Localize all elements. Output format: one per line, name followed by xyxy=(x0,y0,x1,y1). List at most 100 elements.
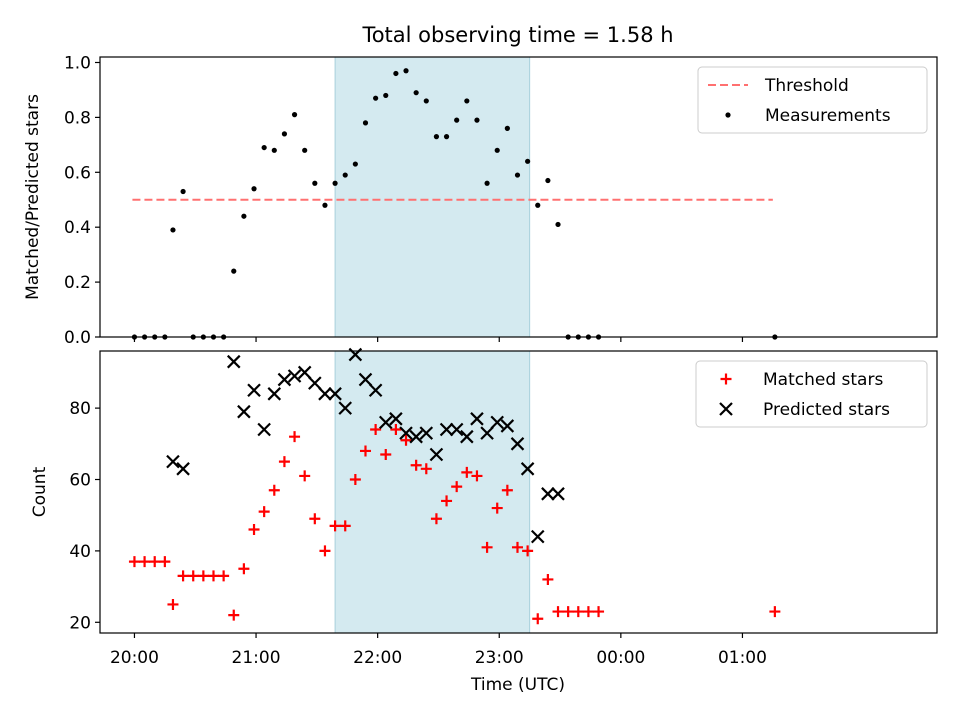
count-legend: Matched stars Predicted stars xyxy=(695,360,928,428)
matched-stars-point xyxy=(420,463,432,475)
matched-stars-point xyxy=(552,606,564,618)
matched-stars-point xyxy=(481,541,493,553)
measurements-point xyxy=(281,131,288,137)
predicted-stars-point xyxy=(247,383,261,398)
measurements-point xyxy=(302,147,308,153)
matched-stars-point xyxy=(197,570,209,582)
observing-window-top xyxy=(334,56,531,338)
measurements-point xyxy=(494,147,500,153)
matched-stars-point xyxy=(471,470,483,482)
matched-stars-point xyxy=(511,541,523,553)
measurements-point xyxy=(413,90,419,96)
matched-stars-point xyxy=(187,570,199,582)
predicted-stars-point xyxy=(176,462,190,476)
measurements-point xyxy=(180,188,186,195)
matched-stars-point xyxy=(329,520,341,532)
matched-stars-point xyxy=(238,563,250,575)
measurements-point xyxy=(342,172,348,178)
measurements-point xyxy=(322,202,328,208)
measurements-point xyxy=(504,125,510,131)
matched-stars-point xyxy=(167,598,179,610)
y-tick-label: 0.4 xyxy=(64,218,91,238)
measurements-point xyxy=(170,227,176,233)
legend-marker-measurements xyxy=(725,112,731,118)
measurements-point xyxy=(251,186,257,192)
y-tick-label: 40 xyxy=(69,542,91,562)
matched-stars-point xyxy=(177,570,189,582)
measurements-point xyxy=(231,268,237,274)
matched-stars-point xyxy=(349,474,361,486)
count-axes-frame xyxy=(99,350,938,634)
predicted-stars-point xyxy=(378,415,393,430)
predicted-stars-point xyxy=(419,426,434,440)
predicted-stars-point xyxy=(297,365,312,380)
measurements-point xyxy=(433,134,440,140)
predicted-stars-point xyxy=(368,383,383,398)
legend-label-measurements: Measurements xyxy=(765,106,891,126)
measurements-point xyxy=(241,213,247,219)
legend-box xyxy=(697,66,928,134)
matched-stars-point xyxy=(319,545,331,557)
predicted-stars-point xyxy=(226,354,241,369)
matched-stars-point xyxy=(359,445,371,457)
measurements-point xyxy=(454,117,460,123)
x-tick-label: 22:00 xyxy=(353,648,402,668)
y-tick-label: 1.0 xyxy=(64,53,91,73)
matched-stars-point xyxy=(582,606,594,618)
measurements-point xyxy=(373,95,379,101)
measurements-point xyxy=(393,70,399,77)
predicted-stars-point xyxy=(480,426,494,440)
predicted-stars-point xyxy=(338,401,353,415)
matched-stars-point xyxy=(451,481,463,493)
matched-stars-point xyxy=(289,431,301,443)
x-tick-label: 00:00 xyxy=(596,648,645,668)
measurements-point xyxy=(352,161,358,167)
predicted-stars-point xyxy=(541,487,555,501)
chart-title: Total observing time = 1.58 h xyxy=(361,23,673,47)
predicted-stars-point xyxy=(267,387,282,401)
predicted-stars-point xyxy=(257,422,271,437)
predicted-stars-point xyxy=(409,429,423,444)
y-tick-label: 60 xyxy=(69,471,91,491)
predicted-stars-point xyxy=(530,529,545,544)
matched-stars-point xyxy=(128,556,140,568)
matched-stars-point xyxy=(532,613,544,625)
measurements-point xyxy=(291,112,298,118)
x-tick-label: 20:00 xyxy=(110,648,159,668)
matched-stars-point xyxy=(522,545,534,557)
measurements-point xyxy=(484,180,490,186)
y-tick-label: 0.0 xyxy=(64,328,91,348)
predicted-stars-point xyxy=(389,412,403,426)
measurements-point xyxy=(383,92,389,99)
predicted-stars-point xyxy=(318,387,332,401)
legend-label-predicted-stars: Predicted stars xyxy=(763,400,890,420)
matched-stars-point xyxy=(562,606,574,618)
x-axis-label: Time (UTC) xyxy=(470,675,565,695)
measurements-point xyxy=(474,117,480,123)
predicted-stars-point xyxy=(358,372,373,387)
count-x-axis: 20:00 21:00 22:00 23:00 00:00 01:00 xyxy=(110,633,767,668)
matched-stars-point xyxy=(593,606,605,618)
matched-stars-point xyxy=(309,513,321,525)
ratio-y-axis: 0.0 0.2 0.4 0.6 0.8 1.0 xyxy=(64,53,100,348)
predicted-stars-point xyxy=(490,415,504,430)
matched-stars-point xyxy=(441,495,453,507)
x-tick-label: 21:00 xyxy=(232,648,281,668)
matched-stars-point xyxy=(207,570,219,582)
predicted-stars-point xyxy=(520,462,535,476)
predicted-stars-point xyxy=(237,404,251,419)
matched-stars-point xyxy=(542,573,554,585)
matched-stars-point xyxy=(380,449,392,461)
predicted-stars-point xyxy=(399,426,413,440)
x-tick-label: 23:00 xyxy=(475,648,524,668)
ratio-panel: 0.0 0.2 0.4 0.6 0.8 1.0 Matched/Predicted sta… xyxy=(23,53,938,348)
measurements-point xyxy=(403,68,409,74)
matched-stars-point xyxy=(410,459,422,471)
measurements-point xyxy=(525,158,531,164)
measurements-point xyxy=(443,134,450,140)
matched-stars-point xyxy=(159,556,171,568)
predicted-stars-point xyxy=(551,487,565,501)
matched-stars-point xyxy=(258,506,270,518)
